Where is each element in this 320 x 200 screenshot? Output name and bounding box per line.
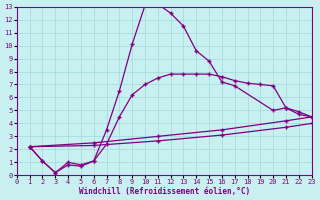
X-axis label: Windchill (Refroidissement éolien,°C): Windchill (Refroidissement éolien,°C) [79, 187, 250, 196]
